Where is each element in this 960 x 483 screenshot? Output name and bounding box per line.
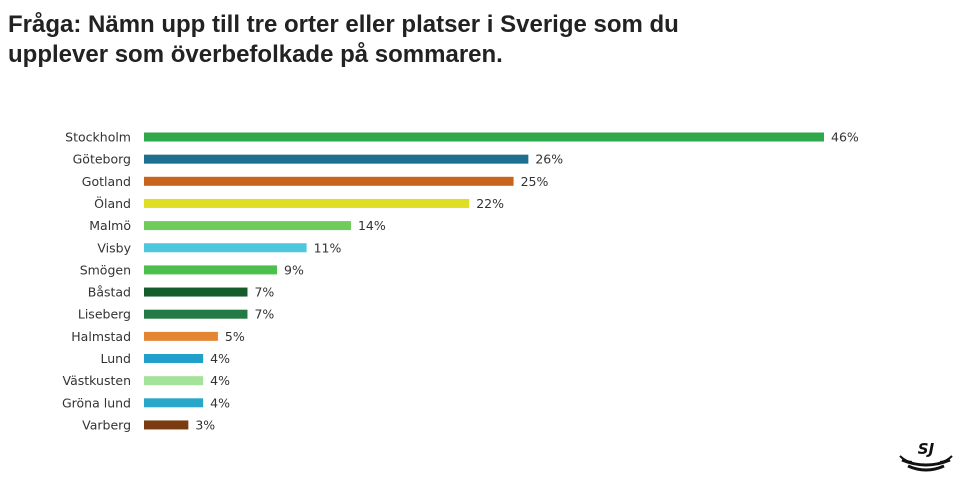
value-label: 4%	[210, 395, 230, 410]
category-label: Öland	[94, 195, 131, 211]
category-label: Lund	[100, 351, 131, 366]
category-label: Göteborg	[73, 152, 131, 167]
value-label: 5%	[225, 329, 245, 344]
value-label: 4%	[210, 373, 230, 388]
sj-logo: SJ	[898, 440, 954, 483]
chart-title: Fråga: Nämn upp till tre orter eller pla…	[8, 10, 908, 70]
value-label: 46%	[831, 130, 859, 145]
value-label: 7%	[254, 285, 274, 300]
value-label: 9%	[284, 262, 304, 277]
value-label: 4%	[210, 351, 230, 366]
bar	[144, 331, 218, 341]
category-label: Visby	[97, 240, 131, 255]
title-line-2: upplever som överbefolkade på sommaren.	[8, 41, 503, 68]
category-label: Liseberg	[78, 307, 131, 322]
bar	[144, 265, 278, 275]
bar	[144, 198, 470, 208]
category-label: Västkusten	[63, 373, 131, 388]
bar	[144, 176, 514, 186]
bar	[144, 154, 529, 164]
category-label: Båstad	[88, 285, 131, 300]
value-label: 7%	[254, 307, 274, 322]
category-label: Stockholm	[65, 130, 131, 145]
bar	[144, 132, 824, 142]
value-label: 3%	[195, 417, 215, 432]
value-label: 22%	[476, 196, 504, 211]
title-line-1: Fråga: Nämn upp till tre orter eller pla…	[8, 11, 679, 38]
bar	[144, 398, 204, 408]
bar	[144, 376, 204, 386]
category-label: Malmö	[89, 218, 131, 233]
category-label: Varberg	[82, 417, 131, 432]
category-label: Halmstad	[71, 329, 131, 344]
value-label: 26%	[535, 152, 563, 167]
bar	[144, 309, 248, 319]
value-label: 11%	[314, 240, 342, 255]
sj-logo-mark: SJ	[899, 440, 953, 472]
category-label: Smögen	[80, 262, 131, 277]
category-label: Gröna lund	[62, 395, 131, 410]
value-label: 14%	[358, 218, 386, 233]
bar	[144, 287, 248, 297]
bar	[144, 354, 204, 363]
sj-logo-text: SJ	[918, 440, 935, 458]
bar	[144, 221, 351, 231]
value-label: 25%	[521, 174, 549, 189]
bar	[144, 243, 307, 253]
category-label: Gotland	[82, 174, 131, 189]
bar	[144, 420, 189, 430]
